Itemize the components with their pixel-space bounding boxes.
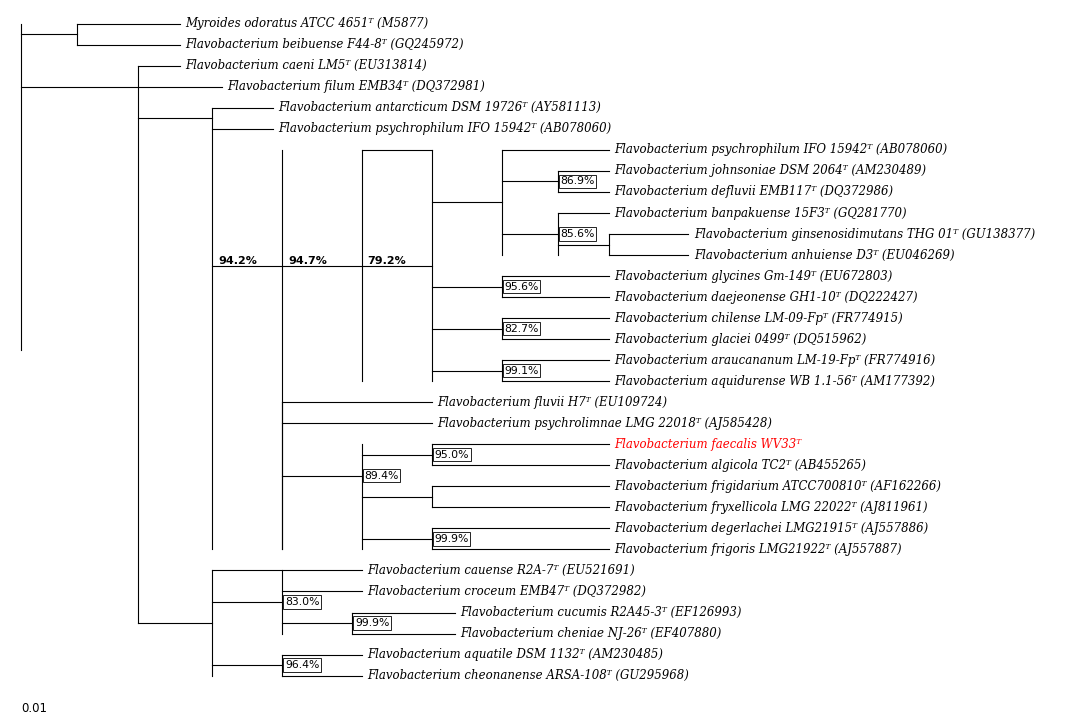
Text: Flavobacterium psychrophilum IFO 15942ᵀ (AB078060): Flavobacterium psychrophilum IFO 15942ᵀ … [279,122,611,135]
Text: 94.7%: 94.7% [288,256,326,266]
Text: 0.01: 0.01 [21,702,47,715]
Text: 79.2%: 79.2% [367,256,406,266]
Text: 99.9%: 99.9% [356,618,389,628]
Text: Flavobacterium araucananum LM-19-Fpᵀ (FR774916): Flavobacterium araucananum LM-19-Fpᵀ (FR… [615,354,935,366]
Text: Flavobacterium ginsenosidimutans THG 01ᵀ (GU138377): Flavobacterium ginsenosidimutans THG 01ᵀ… [694,228,1035,240]
Text: Flavobacterium johnsoniae DSM 2064ᵀ (AM230489): Flavobacterium johnsoniae DSM 2064ᵀ (AM2… [615,164,927,177]
Text: Flavobacterium cheniae NJ-26ᵀ (EF407880): Flavobacterium cheniae NJ-26ᵀ (EF407880) [461,627,722,640]
Text: Flavobacterium caeni LM5ᵀ (EU313814): Flavobacterium caeni LM5ᵀ (EU313814) [185,59,427,72]
Text: 96.4%: 96.4% [285,660,320,670]
Text: 95.6%: 95.6% [504,282,539,292]
Text: Flavobacterium fryxellicola LMG 22022ᵀ (AJ811961): Flavobacterium fryxellicola LMG 22022ᵀ (… [615,501,928,514]
Text: Flavobacterium frigidarium ATCC700810ᵀ (AF162266): Flavobacterium frigidarium ATCC700810ᵀ (… [615,480,942,493]
Text: Flavobacterium psychrophilum IFO 15942ᵀ (AB078060): Flavobacterium psychrophilum IFO 15942ᵀ … [615,143,947,156]
Text: 99.1%: 99.1% [504,366,539,376]
Text: Flavobacterium daejeonense GH1-10ᵀ (DQ222427): Flavobacterium daejeonense GH1-10ᵀ (DQ22… [615,291,918,304]
Text: 94.2%: 94.2% [218,256,257,266]
Text: Flavobacterium chilense LM-09-Fpᵀ (FR774915): Flavobacterium chilense LM-09-Fpᵀ (FR774… [615,312,903,325]
Text: Flavobacterium frigoris LMG21922ᵀ (AJ557887): Flavobacterium frigoris LMG21922ᵀ (AJ557… [615,543,902,556]
Text: Flavobacterium faecalis WV33ᵀ: Flavobacterium faecalis WV33ᵀ [615,438,802,451]
Text: Flavobacterium antarcticum DSM 19726ᵀ (AY581113): Flavobacterium antarcticum DSM 19726ᵀ (A… [279,102,602,114]
Text: Flavobacterium banpakuense 15F3ᵀ (GQ281770): Flavobacterium banpakuense 15F3ᵀ (GQ2817… [615,207,907,220]
Text: Flavobacterium psychrolimnae LMG 22018ᵀ (AJ585428): Flavobacterium psychrolimnae LMG 22018ᵀ … [437,417,772,430]
Text: Flavobacterium defluvii EMB117ᵀ (DQ372986): Flavobacterium defluvii EMB117ᵀ (DQ37298… [615,186,893,199]
Text: Flavobacterium glaciei 0499ᵀ (DQ515962): Flavobacterium glaciei 0499ᵀ (DQ515962) [615,333,867,346]
Text: Flavobacterium aquidurense WB 1.1-56ᵀ (AM177392): Flavobacterium aquidurense WB 1.1-56ᵀ (A… [615,374,935,387]
Text: Flavobacterium fluvii H7ᵀ (EU109724): Flavobacterium fluvii H7ᵀ (EU109724) [437,396,668,409]
Text: Flavobacterium degerlachei LMG21915ᵀ (AJ557886): Flavobacterium degerlachei LMG21915ᵀ (AJ… [615,522,929,535]
Text: 85.6%: 85.6% [560,229,595,239]
Text: 95.0%: 95.0% [435,450,469,460]
Text: Flavobacterium cucumis R2A45-3ᵀ (EF126993): Flavobacterium cucumis R2A45-3ᵀ (EF12699… [461,606,743,619]
Text: Flavobacterium cauense R2A-7ᵀ (EU521691): Flavobacterium cauense R2A-7ᵀ (EU521691) [367,564,635,577]
Text: 99.9%: 99.9% [435,534,468,544]
Text: Flavobacterium glycines Gm-149ᵀ (EU672803): Flavobacterium glycines Gm-149ᵀ (EU67280… [615,269,893,282]
Text: Flavobacterium filum EMB34ᵀ (DQ372981): Flavobacterium filum EMB34ᵀ (DQ372981) [228,81,486,94]
Text: 89.4%: 89.4% [364,471,399,481]
Text: 86.9%: 86.9% [560,176,595,186]
Text: Myroides odoratus ATCC 4651ᵀ (M5877): Myroides odoratus ATCC 4651ᵀ (M5877) [185,17,428,30]
Text: Flavobacterium beibuense F44-8ᵀ (GQ245972): Flavobacterium beibuense F44-8ᵀ (GQ24597… [185,38,464,51]
Text: Flavobacterium anhuiense D3ᵀ (EU046269): Flavobacterium anhuiense D3ᵀ (EU046269) [694,248,955,261]
Text: 83.0%: 83.0% [285,597,320,607]
Text: Flavobacterium algicola TC2ᵀ (AB455265): Flavobacterium algicola TC2ᵀ (AB455265) [615,459,866,472]
Text: Flavobacterium cheonanense ARSA-108ᵀ (GU295968): Flavobacterium cheonanense ARSA-108ᵀ (GU… [367,669,689,682]
Text: 82.7%: 82.7% [504,324,539,333]
Text: Flavobacterium croceum EMB47ᵀ (DQ372982): Flavobacterium croceum EMB47ᵀ (DQ372982) [367,585,646,598]
Text: Flavobacterium aquatile DSM 1132ᵀ (AM230485): Flavobacterium aquatile DSM 1132ᵀ (AM230… [367,648,663,661]
